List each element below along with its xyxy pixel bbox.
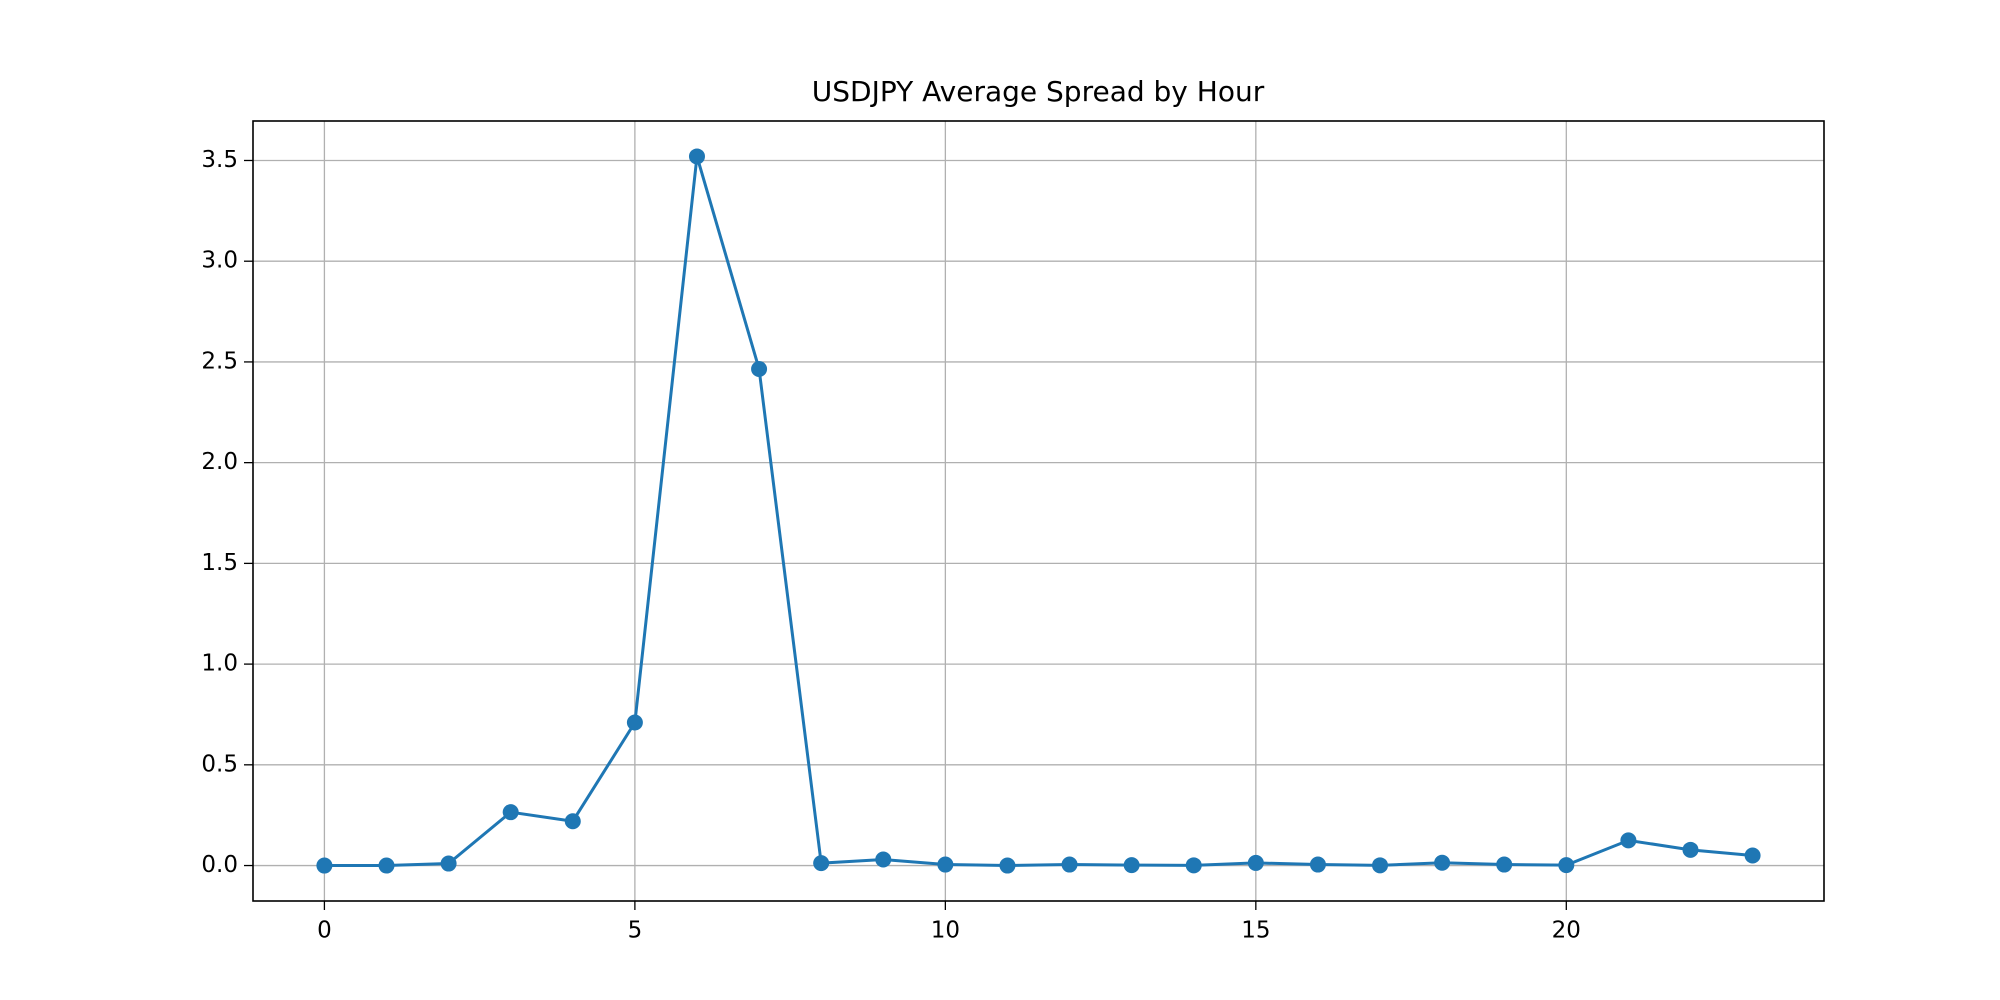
marker (1247, 854, 1264, 871)
marker (626, 714, 643, 731)
x-tick-label: 0 (317, 918, 332, 944)
line (324, 156, 1753, 868)
x-tick-label: 20 (1552, 918, 1581, 944)
y-tick-label: 3.5 (201, 147, 238, 173)
marker (751, 360, 768, 377)
y-tick-label: 0.5 (201, 751, 238, 777)
y-tick-label: 3.0 (201, 248, 238, 274)
marker (440, 855, 457, 872)
marker (378, 857, 395, 874)
marker (937, 856, 954, 873)
chart-title: USDJPY Average Spread by Hour (812, 75, 1265, 108)
marker (1123, 857, 1140, 874)
marker (1558, 857, 1575, 874)
marker (1309, 856, 1326, 873)
marker (502, 804, 519, 821)
marker (999, 857, 1016, 874)
marker (316, 857, 333, 874)
marker (1061, 856, 1078, 873)
y-tick-label: 1.5 (201, 550, 238, 576)
marker (688, 148, 705, 165)
x-tick-label: 10 (931, 918, 960, 944)
y-tick-label: 1.0 (201, 651, 238, 677)
y-tick-label: 0.0 (201, 852, 238, 878)
marker (1185, 857, 1202, 874)
marker (1496, 856, 1513, 873)
marker (1744, 847, 1761, 864)
marker (564, 813, 581, 830)
marker (1682, 841, 1699, 858)
marker (1620, 832, 1637, 849)
x-tick-label: 5 (628, 918, 643, 944)
x-tick-label: 15 (1241, 918, 1270, 944)
marker (813, 855, 830, 872)
y-tick-label: 2.5 (201, 348, 238, 374)
marker (1434, 854, 1451, 871)
y-tick-label: 2.0 (201, 449, 238, 475)
marker (875, 851, 892, 868)
marker (1372, 857, 1389, 874)
plot-frame (252, 120, 1825, 902)
